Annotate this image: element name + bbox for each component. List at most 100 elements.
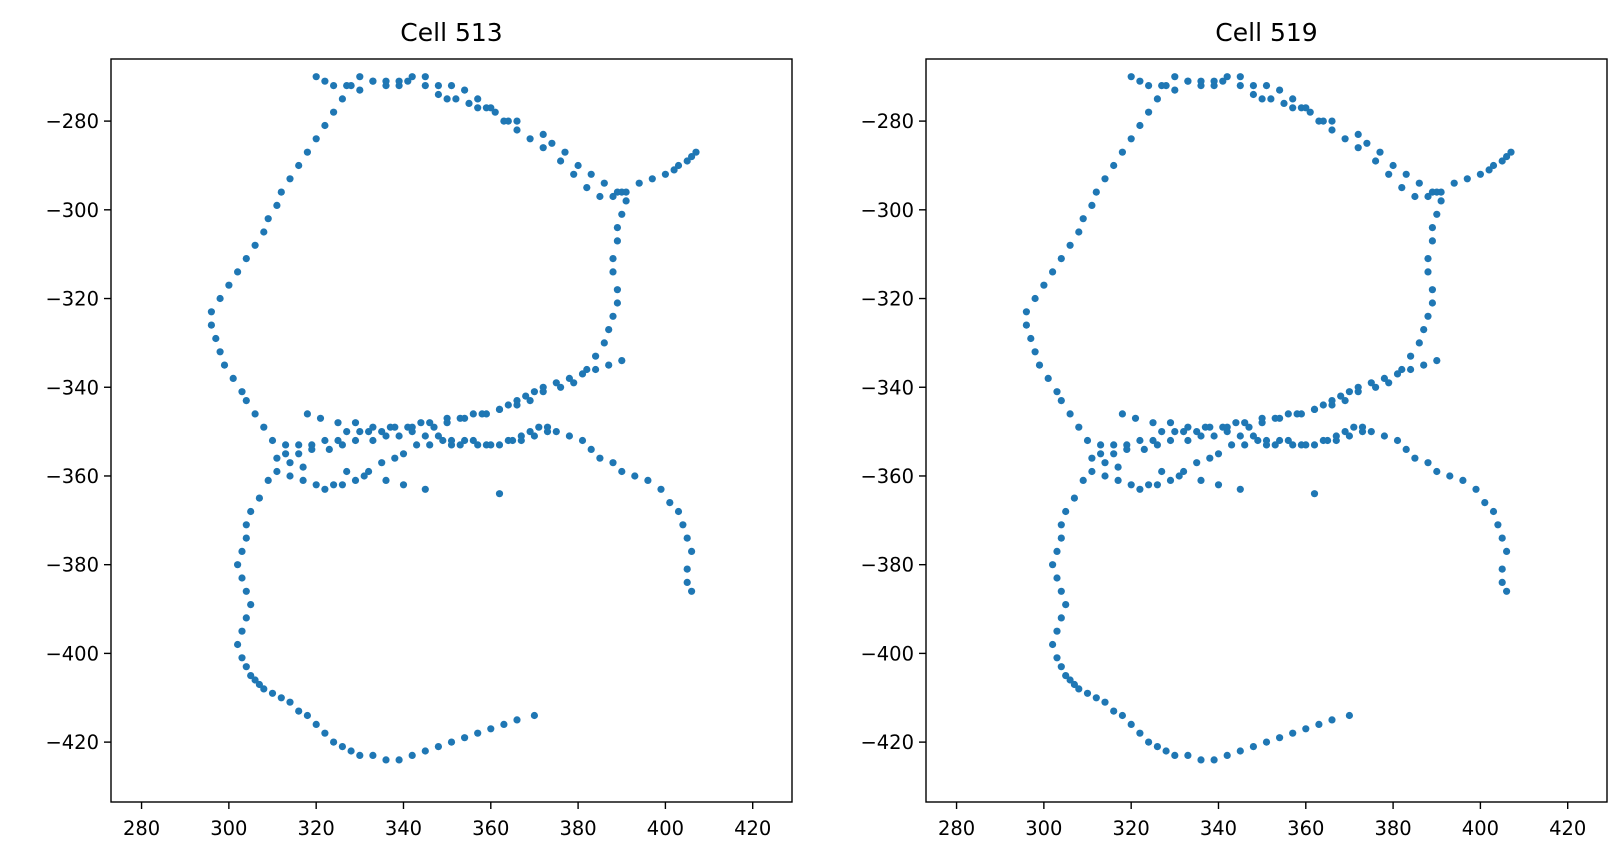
data-point — [303, 711, 311, 720]
data-point — [1424, 192, 1432, 201]
data-point — [1476, 170, 1484, 178]
data-point — [225, 281, 233, 289]
data-point — [683, 157, 691, 165]
data-point — [1503, 153, 1511, 161]
data-point — [421, 747, 429, 755]
data-point — [1079, 215, 1087, 223]
data-point — [1424, 255, 1432, 263]
data-point — [465, 99, 473, 107]
data-point — [264, 476, 272, 484]
data-point — [513, 716, 521, 724]
data-point — [268, 436, 277, 445]
data-point — [238, 547, 246, 556]
data-point — [303, 148, 311, 156]
data-point — [1503, 587, 1511, 595]
data-point — [1258, 95, 1266, 103]
data-point — [417, 419, 425, 427]
data-point — [413, 441, 421, 449]
data-point — [330, 108, 338, 116]
data-point — [1184, 751, 1192, 760]
data-point — [1131, 414, 1140, 422]
x-tick-label: 300 — [1025, 817, 1062, 840]
data-point — [474, 95, 482, 103]
data-point — [487, 441, 495, 449]
data-point — [1463, 175, 1471, 183]
data-point — [1350, 423, 1358, 431]
data-point — [338, 743, 346, 751]
data-point — [264, 215, 272, 223]
data-point — [434, 432, 442, 440]
data-point — [1289, 104, 1297, 112]
data-point — [1433, 467, 1441, 476]
data-point — [666, 499, 674, 507]
data-point — [469, 410, 477, 418]
data-point — [238, 654, 246, 662]
data-point — [378, 428, 386, 436]
y-tick-label: −380 — [45, 554, 99, 577]
data-point — [495, 441, 504, 449]
data-point — [1127, 720, 1135, 729]
data-point — [1236, 485, 1244, 493]
data-point — [1424, 312, 1432, 320]
data-point — [1197, 476, 1205, 484]
data-point — [1153, 743, 1161, 751]
data-point — [583, 365, 591, 374]
data-point — [260, 423, 268, 431]
data-point — [1276, 86, 1284, 94]
data-point — [1489, 161, 1498, 170]
data-point — [295, 450, 303, 458]
data-point — [1398, 184, 1406, 192]
data-point — [1345, 388, 1353, 396]
data-point — [1053, 547, 1061, 556]
data-point — [1415, 339, 1423, 347]
data-point — [1223, 751, 1231, 760]
data-point — [1214, 450, 1223, 458]
y-tick-label: −400 — [45, 642, 99, 665]
data-point — [1367, 379, 1375, 387]
data-point — [351, 436, 360, 445]
data-point — [338, 441, 346, 449]
data-point — [321, 77, 329, 85]
data-point — [1062, 601, 1070, 609]
data-point — [1136, 436, 1144, 445]
data-point — [1153, 481, 1161, 489]
data-point — [1341, 428, 1349, 436]
data-point — [321, 121, 329, 130]
data-point — [1219, 77, 1227, 85]
data-point — [1162, 747, 1170, 755]
data-point — [321, 729, 329, 737]
data-point — [530, 432, 539, 440]
data-point — [1398, 365, 1406, 374]
data-point — [286, 175, 294, 183]
x-tick-label: 400 — [647, 817, 684, 840]
data-point — [338, 481, 346, 489]
data-point — [238, 627, 246, 635]
data-point — [434, 743, 442, 751]
data-point — [439, 436, 447, 445]
data-point — [1485, 166, 1493, 174]
y-tick-label: −320 — [860, 288, 914, 311]
data-point — [513, 126, 521, 134]
x-tick-label: 340 — [1200, 817, 1237, 840]
y-tick-label: −300 — [860, 199, 914, 222]
data-point — [683, 565, 691, 573]
data-point — [1236, 747, 1244, 755]
data-point — [408, 428, 416, 436]
data-point — [1337, 392, 1345, 400]
data-point — [513, 397, 521, 405]
data-point — [1249, 743, 1257, 751]
data-point — [526, 397, 534, 405]
data-point — [1354, 144, 1362, 152]
data-point — [277, 188, 285, 196]
data-point — [1393, 370, 1402, 378]
data-point — [513, 117, 521, 125]
data-point — [1424, 459, 1432, 467]
x-tick-label: 360 — [1287, 817, 1324, 840]
x-tick-label: 320 — [1113, 817, 1150, 840]
data-point — [570, 379, 578, 387]
data-point — [1049, 640, 1057, 649]
x-tick-label: 420 — [734, 817, 771, 840]
data-point — [613, 299, 622, 307]
data-point — [683, 534, 691, 542]
y-tick-label: −360 — [860, 465, 914, 488]
